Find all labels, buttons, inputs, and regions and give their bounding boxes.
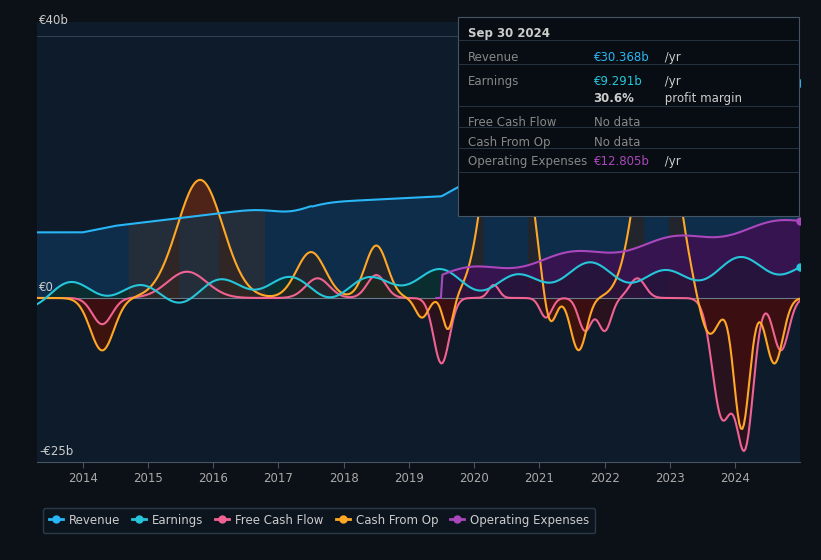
Text: Free Cash Flow: Free Cash Flow [468,116,557,129]
Text: €40b: €40b [39,14,69,27]
Text: /yr: /yr [661,155,681,168]
Text: 30.6%: 30.6% [594,92,635,105]
Text: profit margin: profit margin [661,92,742,105]
Text: /yr: /yr [661,51,681,64]
Text: €30.368b: €30.368b [594,51,649,64]
Text: No data: No data [594,136,640,149]
Text: €9.291b: €9.291b [594,75,642,88]
Text: Operating Expenses: Operating Expenses [468,155,587,168]
Text: No data: No data [594,116,640,129]
Text: €12.805b: €12.805b [594,155,649,168]
Legend: Revenue, Earnings, Free Cash Flow, Cash From Op, Operating Expenses: Revenue, Earnings, Free Cash Flow, Cash … [43,508,595,533]
Text: Cash From Op: Cash From Op [468,136,550,149]
Text: Sep 30 2024: Sep 30 2024 [468,27,550,40]
Text: €0: €0 [39,281,54,293]
Text: /yr: /yr [661,75,681,88]
Text: -€25b: -€25b [39,445,74,458]
Text: Revenue: Revenue [468,51,520,64]
Text: Earnings: Earnings [468,75,520,88]
